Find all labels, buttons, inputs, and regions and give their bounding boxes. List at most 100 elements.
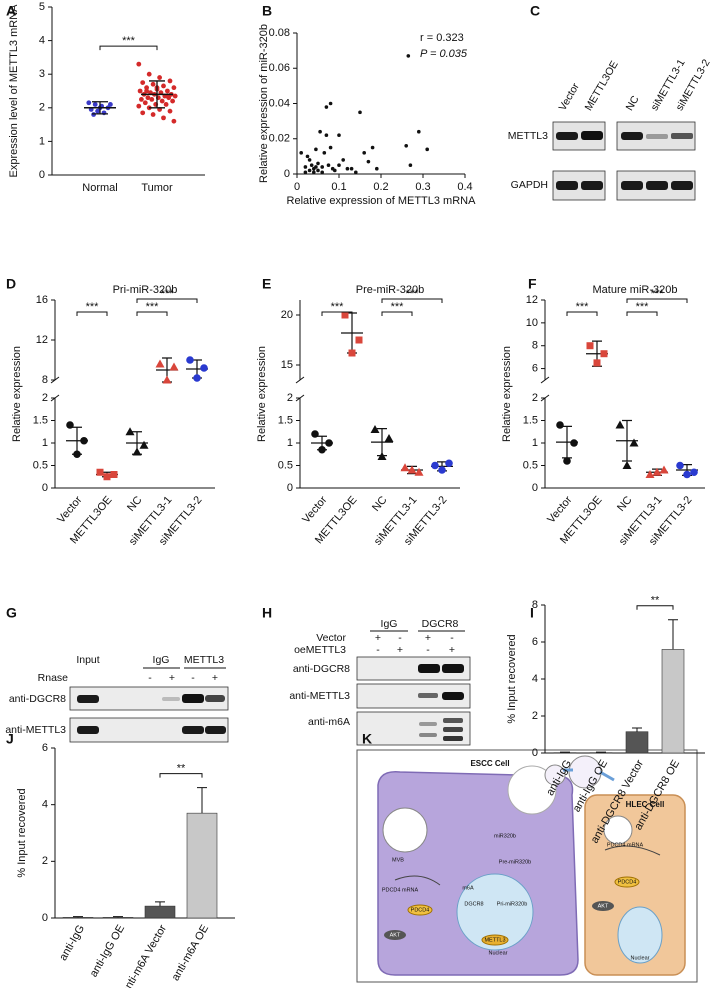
data-point [320,165,325,169]
y-axis-label: Relative expression [256,346,268,442]
band [77,726,99,734]
band [442,664,464,673]
data-point [324,105,329,109]
data-point [407,465,417,474]
x-tick-label: Normal [82,182,117,194]
significance-label: *** [86,301,100,313]
data-point [159,98,165,104]
y-tick-label: 2 [42,855,48,867]
data-point [303,165,308,169]
diagram-k: K ESCC Cell HLEC Cell MVB PDCD4 mRNA PDC… [356,731,698,983]
error-bar [668,619,678,650]
y-tick-label: 0.5 [523,459,538,471]
bar [102,917,134,919]
y-tick-label: 2 [532,392,538,404]
data-point [150,81,156,87]
x-tick-label: NC [125,494,144,514]
data-point [337,163,341,167]
x-tick-label: 0.4 [457,181,472,193]
row-label: anti-METTL3 [5,724,66,736]
chart-title: Mature miR-320b [593,284,678,296]
data-point [157,75,163,80]
band [443,727,463,732]
axis-break [295,376,305,384]
data-point [325,439,333,447]
data-point [101,110,107,116]
error-bar [560,751,570,753]
y-axis-label: Expression level of METTL3 mRNA [8,4,20,178]
data-point [163,102,169,107]
data-point [316,168,320,173]
significance-bracket [636,605,674,610]
data-point [149,97,155,102]
significance-label: *** [331,301,345,313]
blot-g: G Input IgG METTL3 Rnase - + - + anti-DG… [5,605,229,743]
data-point [563,457,571,465]
protein [592,901,614,911]
x-tick-label: anti-IgG [57,923,87,963]
chart-title: Pri-miR-320b [113,284,178,296]
data-point [171,118,177,124]
row-label: anti-DGCR8 [293,663,350,675]
y-tick-label: 16 [36,294,48,306]
band [205,726,226,734]
nucleus [617,906,663,964]
data-point [377,452,387,460]
data-point [140,110,146,116]
axis-break [540,376,550,384]
significance-bracket [99,45,158,51]
row-label: METTL3 [508,130,548,142]
data-point [139,97,144,102]
data-point [370,145,375,150]
significance-label: *** [406,288,420,300]
sign: - [450,632,454,644]
data-point [384,434,394,442]
panel-label: D [6,276,16,292]
y-tick-label: 6 [42,742,48,754]
band [556,181,578,190]
protein [407,904,433,916]
data-point [320,170,325,175]
y-tick-label: 2 [39,102,45,114]
data-point [570,439,578,447]
bar [144,905,176,919]
band [418,693,438,698]
x-tick-label: Vector [545,494,574,526]
panel-label: C [530,3,540,19]
data-point [445,459,453,468]
y-tick-label: 2 [532,710,538,722]
data-point [307,168,312,173]
x-tick-label: 0 [294,181,300,193]
panel-label: E [262,276,271,292]
data-point [366,159,371,164]
data-point [690,468,698,477]
bar [661,649,685,754]
data-point [556,421,564,429]
significance-bracket [136,298,198,303]
y-tick-label: 8 [532,340,538,352]
data-point [586,342,594,350]
diagram-label: AKT [598,903,609,909]
y-axis-label: % Input recovered [16,788,28,877]
data-point [299,151,304,155]
band [162,697,180,701]
y-tick-label: 1 [42,437,48,449]
x-tick-label: anti-m6A OE [170,923,212,983]
data-point [312,170,316,175]
data-point [593,359,601,367]
band [671,181,693,190]
band [646,181,668,190]
exosome [544,764,566,786]
condition-label: Vector [316,632,346,644]
group-label: DGCR8 [422,618,459,630]
data-point [311,430,319,438]
data-point [110,471,118,478]
band [419,722,437,726]
data-point [659,465,669,474]
sign: - [398,632,402,644]
x-tick-label: Vector [300,494,329,526]
row-label: anti-DGCR8 [9,693,66,705]
row-label: GAPDH [511,179,548,191]
significance-label: *** [576,301,590,313]
significance-label: *** [651,288,665,300]
